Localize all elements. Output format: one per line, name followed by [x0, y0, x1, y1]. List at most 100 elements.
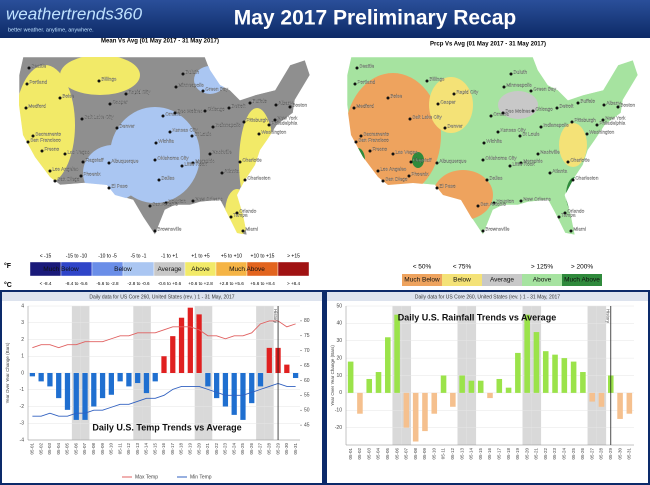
city-dot: [409, 160, 413, 164]
city-label: Boston: [620, 102, 635, 108]
city-label: Albuquerque: [111, 158, 139, 164]
city-dot: [555, 106, 559, 110]
temp-map: SeattlePortlandMedfordBoiseSacramentoSan…: [18, 56, 311, 236]
y2-tick-label: 45: [304, 422, 310, 428]
city-label: Dallas: [161, 175, 175, 181]
city-dot: [243, 178, 247, 182]
city-label: Wichita: [486, 138, 502, 144]
city-dot: [569, 229, 573, 233]
city-dot: [359, 134, 363, 138]
x-tick-label: 05-31: [293, 443, 298, 455]
bar: [431, 392, 438, 414]
bar: [366, 378, 373, 393]
city-label: Billings: [101, 76, 117, 82]
city-label: San Antonio: [480, 201, 506, 207]
city-dot: [443, 126, 447, 130]
city-label: Rapid City: [456, 89, 479, 95]
x-tick-label: 05-22: [214, 443, 219, 455]
x-tick-label: 05-21: [534, 448, 539, 460]
city-label: Rapid City: [128, 89, 151, 95]
legend-label: Max Temp: [135, 474, 158, 480]
x-tick-label: 05-23: [223, 443, 228, 455]
bar: [29, 373, 36, 377]
legend-c-label: +5.6 to +8.4: [250, 281, 275, 286]
x-tick-label: 05-25: [240, 443, 245, 455]
x-tick-label: 05-07: [404, 448, 409, 460]
city-dot: [107, 161, 111, 165]
city-dot: [585, 132, 589, 136]
bar: [161, 356, 167, 373]
y-tick-label: 20: [336, 355, 342, 361]
chart-header: [2, 292, 322, 301]
city-dot: [48, 169, 52, 173]
y-tick-label: -4: [20, 437, 25, 443]
city-label: San Francisco: [358, 137, 389, 143]
legend-f-label: -15 to -10: [66, 253, 88, 259]
city-label: Des Moines: [505, 108, 531, 114]
x-tick-label: 05-25: [571, 448, 576, 460]
bar: [108, 373, 114, 395]
city-label: Philadelphia: [599, 120, 625, 126]
chart-annotation: Daily U.S. Rainfall Trends vs Average: [398, 312, 556, 322]
unit-c: °C: [4, 281, 12, 289]
city-label: Casper: [112, 99, 128, 105]
x-tick-label: 05-24: [562, 448, 567, 460]
city-dot: [492, 201, 496, 205]
x-tick-label: 05-20: [524, 448, 529, 460]
city-dot: [115, 126, 119, 130]
bar: [205, 373, 211, 387]
x-tick-label: 05-12: [126, 443, 131, 455]
bar: [187, 307, 193, 373]
city-dot: [536, 152, 540, 156]
bar: [570, 361, 577, 393]
y-tick-label: -3: [20, 421, 25, 427]
city-label: Charlotte: [242, 157, 262, 163]
y-tick-label: -20: [335, 425, 342, 431]
city-label: Little Rock: [184, 161, 207, 167]
x-tick-label: 05-10: [431, 448, 436, 460]
bar: [459, 375, 465, 393]
city-dot: [124, 92, 128, 96]
city-label: New York: [605, 115, 626, 121]
unit-f: °F: [4, 262, 12, 270]
x-tick-label: 05-03: [47, 443, 52, 455]
city-dot: [502, 85, 506, 89]
x-tick-label: 05-18: [506, 448, 511, 460]
city-dot: [391, 152, 395, 156]
x-tick-label: 05-08: [91, 443, 96, 455]
bar: [394, 314, 400, 393]
x-tick-label: 05-20: [196, 443, 201, 455]
city-label: San Diego: [57, 176, 80, 182]
y2-tick-label: 80: [304, 318, 310, 324]
city-label: Memphis: [195, 158, 215, 164]
city-label: Duluth: [513, 69, 527, 75]
chart-title: Daily data for US Core 260, United State…: [89, 294, 234, 300]
city-dot: [566, 160, 570, 164]
legend-threshold: > 125%: [531, 264, 553, 271]
y-tick-label: 0: [339, 390, 342, 396]
x-tick-label: 05-06: [394, 448, 399, 460]
bar: [357, 392, 363, 414]
city-label: San Antonio: [152, 201, 178, 207]
city-label: New Orleans: [523, 196, 551, 202]
bar: [487, 392, 493, 399]
city-label: Minneapolis: [506, 82, 532, 88]
city-label: New York: [277, 115, 298, 121]
y-axis-label: Year Over Year Change (Bars): [5, 342, 10, 403]
city-dot: [481, 158, 485, 162]
legend-swatch: [442, 274, 482, 286]
city-label: Little Rock: [512, 161, 535, 167]
city-label: El Paso: [111, 183, 128, 189]
y2-tick-label: 50: [304, 408, 310, 414]
city-dot: [376, 169, 380, 173]
city-dot: [519, 161, 523, 165]
city-label: Kansas City: [500, 127, 526, 133]
legend-word: Much Above: [564, 277, 600, 284]
city-label: Boise: [390, 93, 402, 99]
city-dot: [407, 174, 411, 178]
bar: [515, 352, 521, 393]
legend-swatch: [482, 274, 522, 286]
legend-threshold: > 200%: [571, 264, 593, 271]
